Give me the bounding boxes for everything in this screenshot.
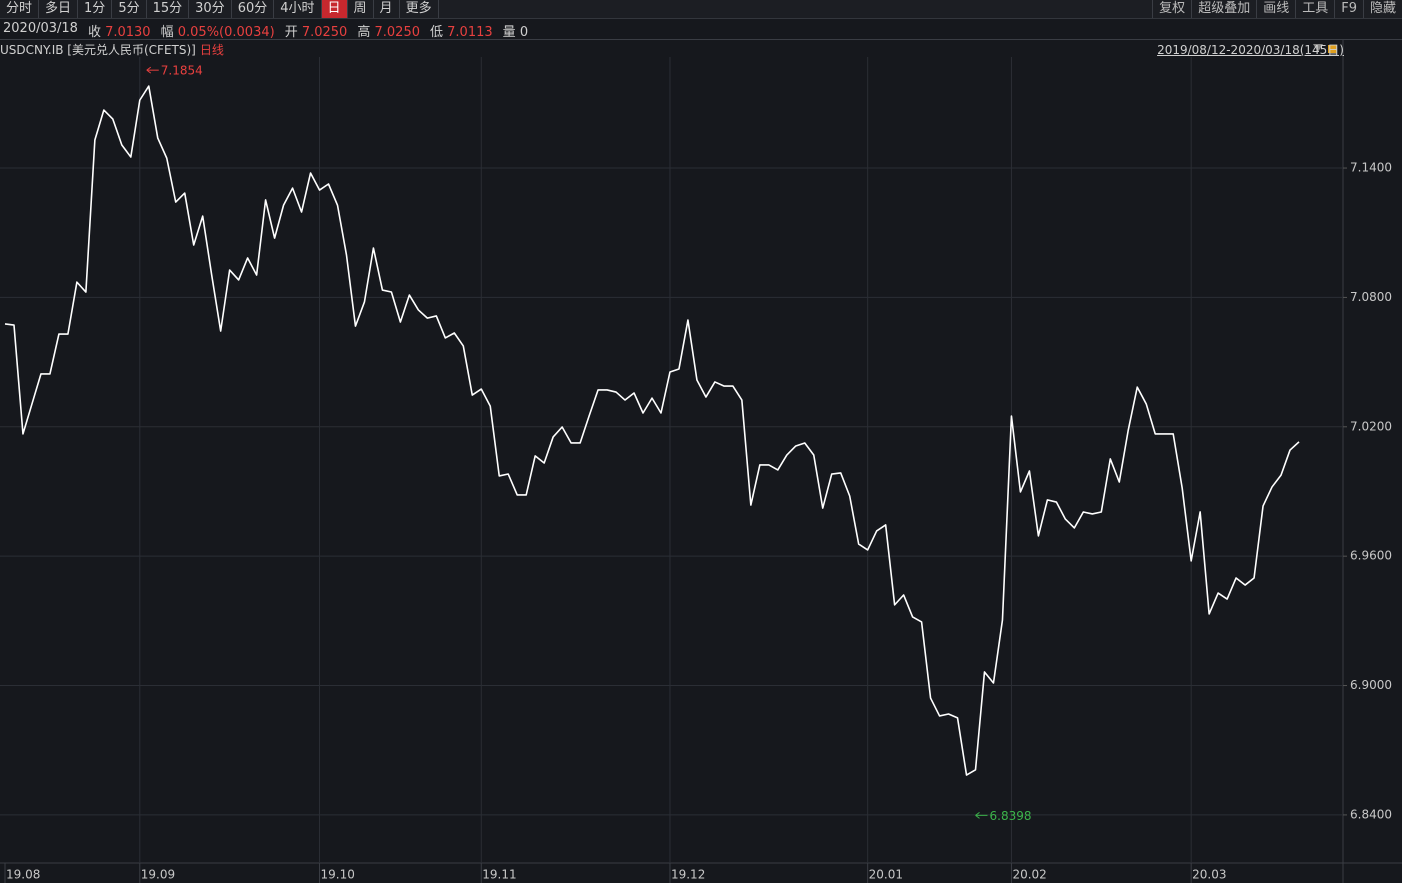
y-tick-label: 7.0800 — [1350, 290, 1392, 304]
quote-value: 7.0250 — [301, 25, 348, 40]
x-tick-label: 19.10 — [321, 868, 355, 882]
date-range[interactable]: 2019/08/12-2020/03/18(145日) — [1157, 43, 1344, 57]
toolbar-right: 复权 超级叠加 画线 工具 F9 隐藏 — [1152, 0, 1402, 18]
quote-label: 高 — [357, 25, 371, 40]
quote-label: 收 — [87, 25, 101, 40]
x-tick-label: 19.12 — [671, 868, 705, 882]
chart-header: USDCNY.IB [美元兑人民币(CFETS)] 日线 — [0, 41, 224, 58]
quote-value: 7.0113 — [447, 25, 493, 40]
toolbar-button[interactable]: 超级叠加 — [1191, 0, 1256, 18]
toolbar-button[interactable]: 月 — [374, 0, 400, 18]
quote-label: 开 — [284, 25, 298, 40]
y-tick-label: 7.0200 — [1350, 419, 1392, 433]
toolbar-button[interactable]: 画线 — [1256, 0, 1295, 18]
quote-item: 开 7.0250 — [284, 21, 348, 40]
lock-icon[interactable] — [1328, 45, 1337, 53]
quote-value: 0.05%(0.0034) — [177, 25, 275, 40]
quote-value: 7.0130 — [105, 25, 151, 40]
separator — [0, 39, 1402, 40]
toolbar-button[interactable]: 更多 — [400, 0, 439, 18]
range-dropdown-icon[interactable] — [1313, 44, 1323, 52]
toolbar-left: 分时 多日 1分 5分 15分 30分 60分 4小时日周月更多 — [0, 0, 439, 18]
quote-item: 收 7.0130 — [87, 21, 151, 40]
toolbar-button[interactable]: 复权 — [1152, 0, 1191, 18]
y-tick-label: 6.9000 — [1350, 678, 1392, 692]
x-tick-label: 19.11 — [482, 868, 516, 882]
quote-value: 7.0250 — [374, 25, 421, 40]
toolbar-button[interactable]: 60分 — [232, 0, 275, 18]
quote-label: 量 — [502, 25, 516, 40]
quote-item: 高 7.0250 — [357, 21, 421, 40]
x-tick-label: 19.09 — [141, 868, 175, 882]
toolbar-button[interactable]: 周 — [348, 0, 374, 18]
toolbar-button[interactable]: F9 — [1334, 0, 1363, 18]
toolbar-button[interactable]: 1分 — [78, 0, 113, 18]
toolbar-button[interactable]: 15分 — [147, 0, 190, 18]
quote-bar: 2020/03/18 收 7.0130 幅 0.05%(0.0034) 开 7.02… — [3, 21, 529, 40]
toolbar-button[interactable]: 隐藏 — [1362, 0, 1402, 18]
annotation-label: 6.8398 — [990, 809, 1032, 823]
y-tick-label: 6.9600 — [1350, 549, 1392, 563]
toolbar-button[interactable]: 30分 — [189, 0, 232, 18]
toolbar: 分时 多日 1分 5分 15分 30分 60分 4小时日周月更多 复权 超级叠加 画线 工具 F9 隐藏 — [0, 0, 1402, 19]
toolbar-button[interactable]: 工具 — [1295, 0, 1334, 18]
quote-value: 0 — [519, 25, 529, 40]
toolbar-button[interactable]: 分时 — [0, 0, 40, 18]
quote-item: 低 7.0113 — [430, 21, 493, 40]
annotation-label: 7.1854 — [161, 64, 203, 78]
toolbar-button[interactable]: 4小时 — [274, 0, 322, 18]
y-tick-label: 6.8400 — [1350, 807, 1392, 821]
y-tick-label: 7.1400 — [1350, 161, 1392, 175]
toolbar-button[interactable]: 5分 — [112, 0, 147, 18]
quote-label: 幅 — [160, 25, 174, 40]
price-line — [4, 85, 1300, 776]
quote-item: 量 0 — [502, 21, 529, 40]
quote-label: 低 — [430, 25, 444, 40]
x-tick-label: 20.02 — [1012, 868, 1046, 882]
x-tick-label: 19.08 — [6, 868, 40, 882]
quote-date: 2020/03/18 — [3, 21, 78, 36]
toolbar-button[interactable]: 多日 — [39, 0, 79, 18]
x-tick-label: 20.03 — [1192, 868, 1226, 882]
chart-period: 日线 — [199, 43, 224, 57]
quote-item: 幅 0.05%(0.0034) — [160, 21, 275, 40]
annotation-arrowhead — [975, 811, 980, 819]
x-tick-label: 20.01 — [869, 868, 903, 882]
chart-title: USDCNY.IB [美元兑人民币(CFETS)] — [0, 43, 196, 57]
annotation-arrowhead — [146, 66, 152, 74]
toolbar-button[interactable]: 日 — [321, 0, 348, 18]
